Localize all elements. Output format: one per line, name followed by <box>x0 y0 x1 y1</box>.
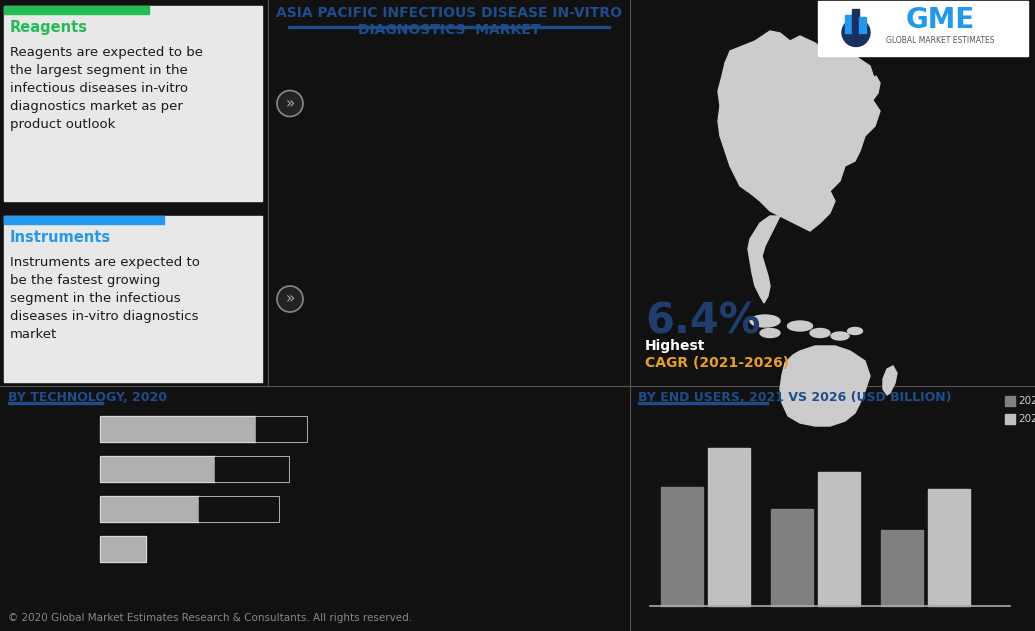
Text: © 2020 Global Market Estimates Research & Consultants. All rights reserved.: © 2020 Global Market Estimates Research … <box>8 613 412 623</box>
Bar <box>818 473 859 606</box>
Bar <box>100 496 199 522</box>
Bar <box>100 416 307 442</box>
Bar <box>4 216 262 382</box>
Ellipse shape <box>810 329 830 338</box>
Circle shape <box>277 90 303 117</box>
Bar <box>100 536 146 562</box>
Bar <box>100 456 289 482</box>
Bar <box>1005 396 1015 406</box>
Polygon shape <box>748 216 780 303</box>
Text: BY TECHNOLOGY, 2020: BY TECHNOLOGY, 2020 <box>8 391 167 404</box>
Bar <box>638 402 768 404</box>
Bar <box>845 15 852 33</box>
Text: GME: GME <box>906 6 974 34</box>
Ellipse shape <box>848 327 862 334</box>
Bar <box>8 402 104 404</box>
Text: Instruments are expected to
be the fastest growing
segment in the infectious
dis: Instruments are expected to be the faste… <box>10 256 200 341</box>
Ellipse shape <box>750 315 780 327</box>
Text: ASIA PACIFIC INFECTIOUS DISEASE IN-VITRO: ASIA PACIFIC INFECTIOUS DISEASE IN-VITRO <box>276 6 622 20</box>
Bar <box>4 6 262 201</box>
Bar <box>100 416 257 442</box>
Circle shape <box>277 286 303 312</box>
Polygon shape <box>866 76 880 101</box>
Bar <box>818 1 1028 56</box>
Bar <box>257 416 307 442</box>
Text: Instruments: Instruments <box>10 230 111 245</box>
Text: DIAGNOSTICS  MARKET: DIAGNOSTICS MARKET <box>358 23 540 37</box>
Ellipse shape <box>831 332 849 340</box>
Text: 2021: 2021 <box>1018 396 1035 406</box>
Bar <box>852 8 858 33</box>
Bar <box>100 536 146 562</box>
Ellipse shape <box>760 329 780 338</box>
Bar <box>100 456 215 482</box>
Bar <box>858 16 865 33</box>
Bar <box>660 487 703 606</box>
Text: BY END USERS, 2021 VS 2026 (USD BILLION): BY END USERS, 2021 VS 2026 (USD BILLION) <box>638 391 951 404</box>
Bar <box>708 448 749 606</box>
Text: Reagents: Reagents <box>10 20 88 35</box>
Bar <box>4 216 164 224</box>
Circle shape <box>842 18 870 47</box>
Ellipse shape <box>788 321 812 331</box>
Polygon shape <box>718 31 880 231</box>
Bar <box>770 509 812 606</box>
Text: »: » <box>286 96 295 111</box>
Polygon shape <box>883 366 897 395</box>
Bar <box>4 6 149 14</box>
Text: Highest: Highest <box>645 339 706 353</box>
Bar <box>288 26 610 28</box>
Bar <box>1005 414 1015 424</box>
Text: »: » <box>286 292 295 307</box>
Text: GLOBAL MARKET ESTIMATES: GLOBAL MARKET ESTIMATES <box>886 36 994 45</box>
Bar <box>881 530 922 606</box>
Bar <box>100 496 279 522</box>
Bar <box>199 496 279 522</box>
Bar <box>927 489 970 606</box>
Text: Reagents are expected to be
the largest segment in the
infectious diseases in-vi: Reagents are expected to be the largest … <box>10 46 203 131</box>
Polygon shape <box>780 346 870 426</box>
Text: 2026: 2026 <box>1018 414 1035 424</box>
Text: 6.4%: 6.4% <box>645 301 761 343</box>
Text: CAGR (2021-2026): CAGR (2021-2026) <box>645 356 789 370</box>
Bar <box>215 456 289 482</box>
